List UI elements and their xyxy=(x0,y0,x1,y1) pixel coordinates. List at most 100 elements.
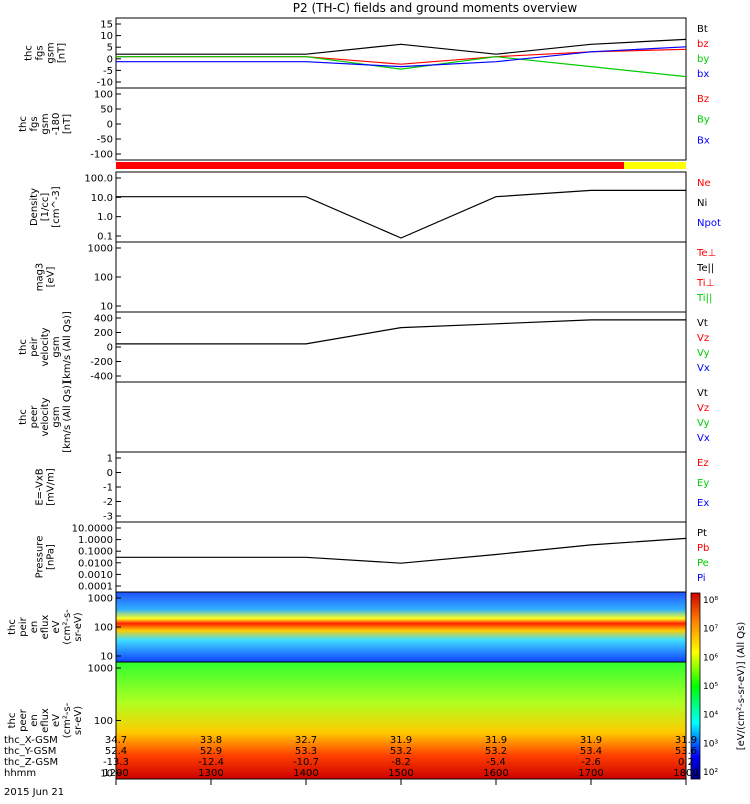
y-tick-label: 1.0000 xyxy=(78,535,113,546)
xaxis-row-label: thc_Z-GSM xyxy=(4,757,58,768)
y-label-line: gsm xyxy=(51,406,62,427)
y-tick-label: -10 xyxy=(97,78,113,89)
y-tick-label: -3 xyxy=(103,512,113,523)
xaxis-row-label: thc_Y-GSM xyxy=(4,746,56,757)
y-tick-label: 100 xyxy=(94,90,113,101)
y-tick-label: -2 xyxy=(103,497,113,508)
spectrogram-electron xyxy=(116,662,686,779)
y-label-line: Pressure xyxy=(35,536,46,579)
y-label-line: [1/cc] xyxy=(40,193,51,222)
panel-efield: E=-VxB [mV/m] 1 0 -1 -2 -3 Ez Ey Ex xyxy=(35,451,709,523)
series-Pt xyxy=(116,537,687,564)
xaxis-value: -12.4 xyxy=(198,757,224,768)
xaxis-value: -13.3 xyxy=(103,757,129,768)
xaxis-value: -8.2 xyxy=(391,757,411,768)
xaxis-value: 33.8 xyxy=(200,735,222,746)
y-tick-label: 0.1 xyxy=(97,232,113,243)
y-label-line: eV xyxy=(51,714,62,727)
y-label-line: thc xyxy=(18,116,29,132)
xaxis-value: 1600 xyxy=(483,768,508,779)
y-label-line: eflux xyxy=(40,615,51,640)
colorbar-tick: 10⁵ xyxy=(703,682,718,692)
y-label-line: (cm²-s- xyxy=(62,702,73,738)
y-label-line: fgs xyxy=(35,45,46,60)
y-tick-label: 1000 xyxy=(88,664,113,675)
xaxis-value: 32.7 xyxy=(295,735,317,746)
panel-vel_e: thc peer velocity gsm [km/s (All Qs)] Vt Vz Vy V… xyxy=(18,381,710,453)
y-tick-label: 0.0010 xyxy=(78,570,113,581)
xaxis-value: 1700 xyxy=(578,768,603,779)
legend-Vt: Vt xyxy=(697,388,708,399)
xaxis-value: 0.2 xyxy=(678,757,694,768)
y-tick-label: 0 xyxy=(107,54,113,65)
y-tick-label: 10.0000 xyxy=(72,524,113,535)
y-label-line: gsm xyxy=(46,42,57,63)
y-tick-label: 1 xyxy=(107,454,113,465)
y-tick-label: 10 xyxy=(100,302,113,313)
y-tick-label: 10 xyxy=(100,31,113,42)
y-tick-label: 0 xyxy=(107,343,113,354)
legend-Ey: Ey xyxy=(697,478,709,489)
series-bx xyxy=(116,46,687,68)
y-tick-label: 0.0100 xyxy=(78,558,113,569)
legend-Pi: Pi xyxy=(697,573,706,584)
legend-Vy: Vy xyxy=(697,348,710,359)
legend-Bz: Bz xyxy=(697,94,709,105)
xaxis-value: 53.6 xyxy=(675,746,697,757)
legend-Ti⊥: Ti⊥ xyxy=(696,278,714,289)
legend-Ex: Ex xyxy=(697,498,709,509)
legend-Ti||: Ti|| xyxy=(696,293,712,304)
legend-Ni: Ni xyxy=(697,198,707,209)
xaxis-value: 52.4 xyxy=(105,746,127,757)
y-label-line: thc xyxy=(7,619,18,635)
y-label-line: eflux xyxy=(40,708,51,733)
y-tick-label: 100.0 xyxy=(84,174,113,185)
y-tick-label: 5 xyxy=(107,43,113,54)
y-label-line: peir xyxy=(29,336,40,356)
y-tick-label: -5 xyxy=(103,66,113,77)
y-label-line: thc xyxy=(7,713,18,729)
y-tick-label: 50 xyxy=(100,105,113,116)
colorbar-label: [eV/(cm²-s-sr-eV)] (All Qs) xyxy=(736,622,747,751)
colorbar-tick: 10⁴ xyxy=(703,711,718,721)
y-label-line: en xyxy=(29,621,40,634)
legend-Pt: Pt xyxy=(697,528,707,539)
xaxis-value: 34.7 xyxy=(105,735,127,746)
y-label-line: [cm^-3] xyxy=(51,186,62,227)
y-tick-label: 1000 xyxy=(88,594,113,605)
legend-Vx: Vx xyxy=(697,433,710,444)
status-bar-red xyxy=(116,162,624,169)
legend-Ez: Ez xyxy=(697,458,709,469)
panel-fgs_gsm: thc fgs gsm -180 [nT] 100 50 0 -50 -100 Bz By Bx xyxy=(18,87,710,161)
y-label-line: [mV/m] xyxy=(46,468,57,506)
xaxis-value: -2.6 xyxy=(581,757,601,768)
panel-vel_i: thc peir velocity gsm [km/s (All Qs)] 400 200 0… xyxy=(18,311,710,383)
legend-Vz: Vz xyxy=(697,403,709,414)
y-tick-label: 10.0 xyxy=(91,193,113,204)
legend-By: By xyxy=(697,115,710,126)
panel-pressure: Pressure [nPa]10.00001.00000.10000.01000.… xyxy=(35,521,709,593)
legend-Pe: Pe xyxy=(697,558,709,569)
series-Bt xyxy=(116,38,687,55)
y-label-line: sr-eV) xyxy=(73,706,84,735)
xaxis-value: 1800 xyxy=(673,768,698,779)
y-tick-label: -200 xyxy=(90,357,113,368)
panel-frame xyxy=(115,451,687,523)
legend-Ne: Ne xyxy=(697,178,711,189)
y-tick-label: -50 xyxy=(97,135,113,146)
y-label-line: peer xyxy=(29,405,40,429)
spectrogram-ion xyxy=(116,592,686,662)
y-tick-label: 10 xyxy=(100,652,113,663)
y-label-line: en xyxy=(29,714,40,727)
xaxis-value: 1200 xyxy=(103,768,128,779)
panel-frame xyxy=(115,311,687,383)
y-label-line: velocity xyxy=(40,327,51,366)
xaxis-value: 31.9 xyxy=(485,735,507,746)
panel-spec_i: thc peir en eflux eV (cm²-s-sr-eV) 1000 100 10 xyxy=(7,591,687,663)
xaxis-value: -10.7 xyxy=(293,757,319,768)
y-label-line: eV xyxy=(51,620,62,633)
y-tick-label: 0.1000 xyxy=(78,547,113,558)
y-tick-label: 0 xyxy=(107,120,113,131)
legend-Vy: Vy xyxy=(697,418,710,429)
